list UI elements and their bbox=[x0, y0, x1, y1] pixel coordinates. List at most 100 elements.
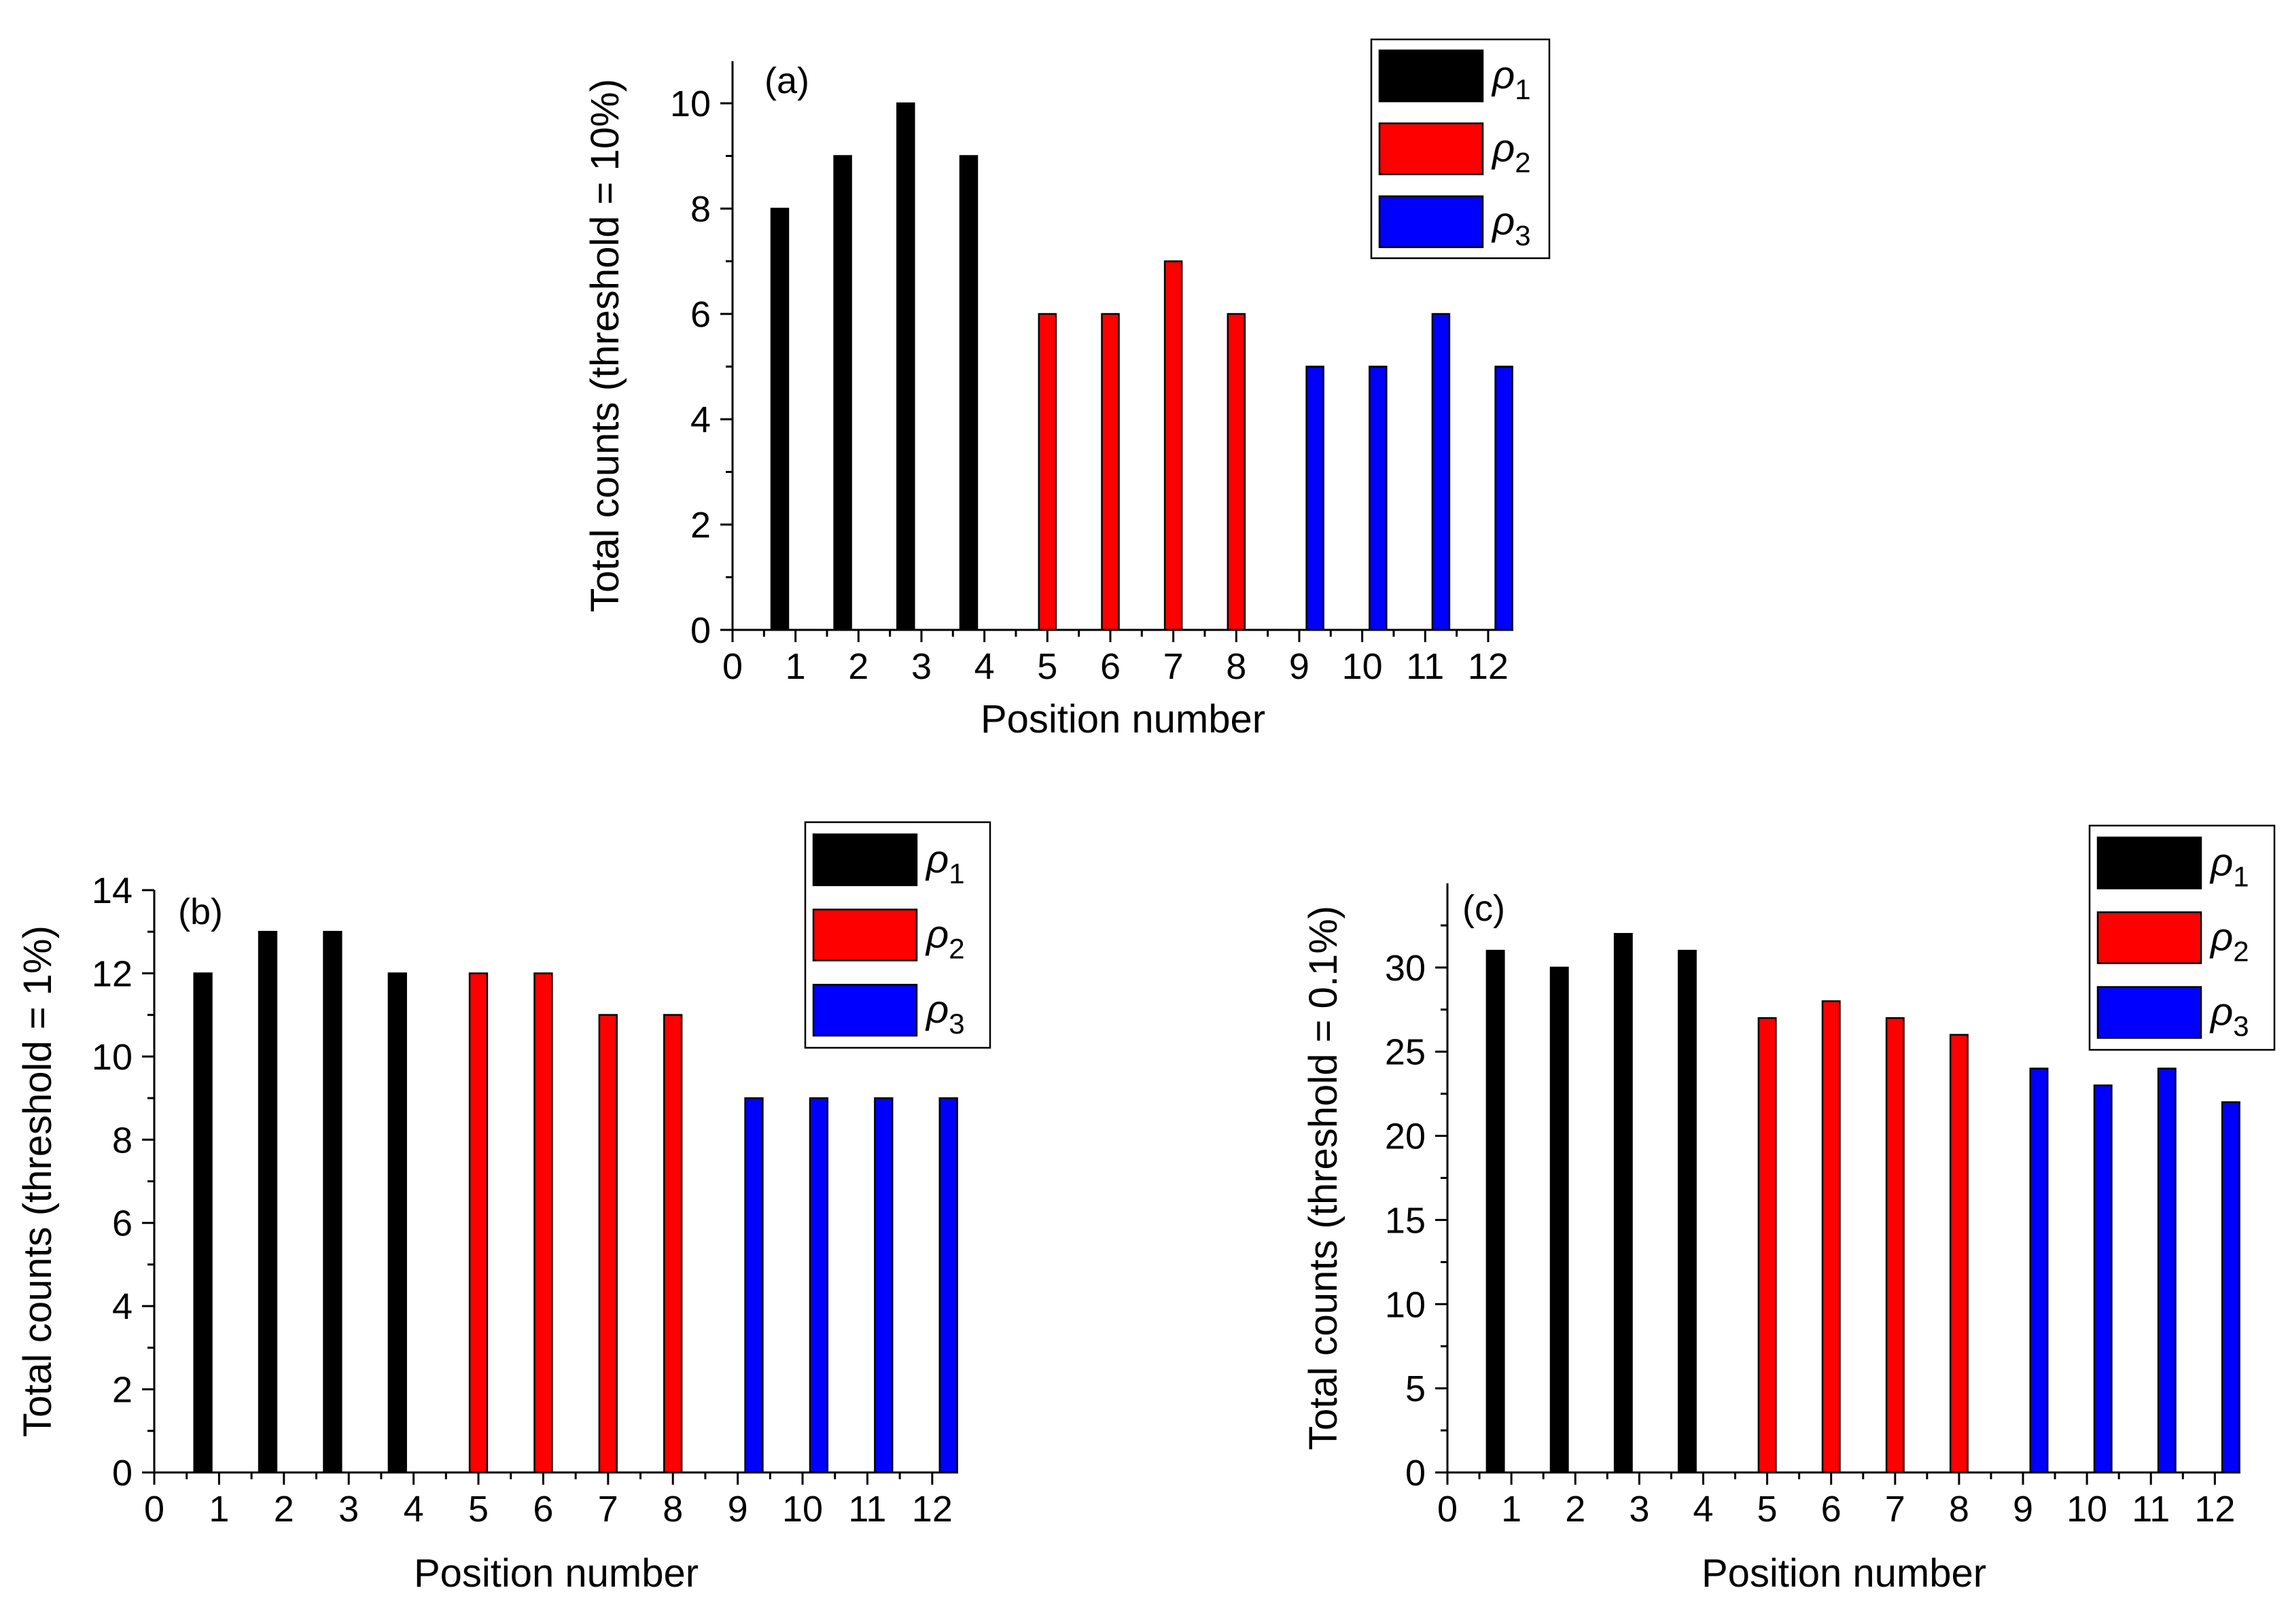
bar-ρ1-2 bbox=[1549, 966, 1569, 1474]
x-tick-label: 2 bbox=[1565, 1489, 1585, 1530]
x-tick-label: 7 bbox=[1163, 646, 1184, 687]
x-tick-label: 12 bbox=[2194, 1489, 2235, 1530]
y-tick-label: 0 bbox=[690, 610, 711, 651]
x-tick-label: 1 bbox=[209, 1489, 229, 1530]
legend-label-ρ1: ρ1 bbox=[925, 837, 965, 889]
y-tick-label: 4 bbox=[690, 400, 711, 440]
x-tick-label: 2 bbox=[848, 646, 868, 687]
y-tick-label: 15 bbox=[1385, 1200, 1426, 1241]
legend-swatch-ρ3 bbox=[2096, 986, 2202, 1039]
bar-ρ2-2 bbox=[1101, 313, 1120, 631]
y-tick-label: 2 bbox=[112, 1370, 133, 1411]
legend-swatch-ρ1 bbox=[1378, 49, 1484, 103]
bar-ρ3-3 bbox=[2157, 1067, 2177, 1474]
y-tick-label: 14 bbox=[92, 870, 133, 911]
legend-swatch-ρ1 bbox=[2096, 836, 2202, 889]
y-tick-label: 12 bbox=[92, 953, 133, 994]
panel-label: (a) bbox=[764, 60, 809, 101]
legend-subscript: 3 bbox=[949, 1008, 964, 1040]
x-tick-label: 6 bbox=[1100, 646, 1121, 687]
legend-symbol: ρ bbox=[1491, 53, 1515, 97]
x-tick-label: 3 bbox=[338, 1489, 359, 1530]
y-tick-label: 30 bbox=[1385, 948, 1426, 989]
bar-ρ3-1 bbox=[1305, 366, 1324, 631]
x-tick-label: 5 bbox=[1757, 1489, 1778, 1530]
legend-label-ρ1: ρ1 bbox=[1491, 53, 1531, 105]
bar-ρ2-1 bbox=[1757, 1017, 1777, 1474]
legend-subscript: 2 bbox=[2233, 936, 2249, 968]
legend-label-ρ2: ρ2 bbox=[925, 913, 965, 965]
x-axis-title: Position number bbox=[1702, 1551, 1986, 1595]
legend-label-ρ2: ρ2 bbox=[1491, 126, 1531, 179]
bar-ρ1-1 bbox=[1485, 949, 1505, 1474]
legend-symbol: ρ bbox=[925, 913, 949, 957]
x-tick-label: 5 bbox=[1037, 646, 1057, 687]
bar-ρ2-1 bbox=[1038, 313, 1057, 631]
legend-label-ρ3: ρ3 bbox=[2209, 990, 2249, 1042]
bar-ρ2-3 bbox=[598, 1014, 618, 1474]
y-tick-label: 8 bbox=[690, 189, 711, 230]
bar-ρ2-3 bbox=[1163, 260, 1183, 631]
y-axis-title: Total counts (threshold = 1%) bbox=[16, 925, 60, 1437]
y-tick-label: 4 bbox=[112, 1286, 133, 1327]
y-axis-title: Total counts (threshold = 10%) bbox=[583, 79, 627, 612]
y-tick-label: 0 bbox=[112, 1453, 133, 1494]
legend-subscript: 1 bbox=[1515, 73, 1530, 105]
bar-ρ2-4 bbox=[1949, 1034, 1969, 1474]
legend-symbol: ρ bbox=[925, 987, 949, 1031]
y-tick-label: 6 bbox=[690, 294, 711, 335]
y-tick-label: 10 bbox=[92, 1037, 133, 1078]
bar-ρ3-3 bbox=[874, 1097, 894, 1474]
bar-ρ1-1 bbox=[770, 207, 790, 631]
legend-subscript: 1 bbox=[949, 858, 964, 889]
legend-label-ρ2: ρ2 bbox=[2209, 915, 2249, 968]
x-tick-label: 9 bbox=[2013, 1489, 2033, 1530]
x-tick-label: 6 bbox=[533, 1489, 553, 1530]
x-tick-label: 0 bbox=[1437, 1489, 1458, 1530]
y-tick-label: 10 bbox=[1385, 1284, 1426, 1325]
panel-label: (c) bbox=[1462, 888, 1505, 929]
x-tick-label: 8 bbox=[663, 1489, 683, 1530]
y-axis-title: Total counts (threshold = 0.1%) bbox=[1301, 906, 1345, 1450]
bar-ρ1-4 bbox=[387, 972, 407, 1474]
bar-ρ1-1 bbox=[193, 972, 213, 1474]
bar-ρ1-3 bbox=[1613, 933, 1633, 1474]
legend-swatch-ρ3 bbox=[812, 983, 918, 1037]
bar-ρ3-1 bbox=[744, 1097, 764, 1474]
legend-symbol: ρ bbox=[925, 837, 949, 881]
x-tick-label: 11 bbox=[2132, 1489, 2170, 1530]
bar-ρ2-3 bbox=[1885, 1017, 1905, 1474]
x-tick-label: 2 bbox=[274, 1489, 294, 1530]
y-tick-label: 5 bbox=[1405, 1369, 1426, 1409]
bar-ρ3-3 bbox=[1431, 313, 1451, 631]
legend-swatch-ρ3 bbox=[1378, 195, 1484, 249]
panel-label: (b) bbox=[178, 892, 223, 932]
legend-symbol: ρ bbox=[2209, 990, 2233, 1034]
bar-ρ2-1 bbox=[468, 972, 489, 1474]
legend-swatch-ρ1 bbox=[812, 833, 918, 887]
x-axis-title: Position number bbox=[414, 1551, 699, 1595]
bar-ρ3-4 bbox=[2221, 1101, 2240, 1474]
bar-ρ3-2 bbox=[1369, 366, 1388, 631]
bar-ρ3-4 bbox=[1494, 366, 1513, 631]
bar-ρ3-4 bbox=[938, 1097, 958, 1474]
x-tick-label: 0 bbox=[722, 646, 743, 687]
bar-ρ1-4 bbox=[1677, 949, 1697, 1474]
x-tick-label: 7 bbox=[1885, 1489, 1905, 1530]
x-tick-label: 12 bbox=[1468, 646, 1509, 687]
bar-ρ2-4 bbox=[663, 1014, 683, 1474]
legend-subscript: 1 bbox=[2233, 861, 2249, 893]
legend-label-ρ3: ρ3 bbox=[1491, 199, 1531, 251]
legend-symbol: ρ bbox=[2209, 915, 2233, 959]
bar-ρ2-4 bbox=[1227, 313, 1246, 631]
y-tick-label: 10 bbox=[670, 84, 711, 124]
x-tick-label: 9 bbox=[728, 1489, 748, 1530]
x-tick-label: 5 bbox=[468, 1489, 489, 1530]
legend-subscript: 3 bbox=[2233, 1010, 2249, 1042]
bar-ρ3-1 bbox=[2029, 1067, 2049, 1474]
x-tick-label: 3 bbox=[911, 646, 932, 687]
